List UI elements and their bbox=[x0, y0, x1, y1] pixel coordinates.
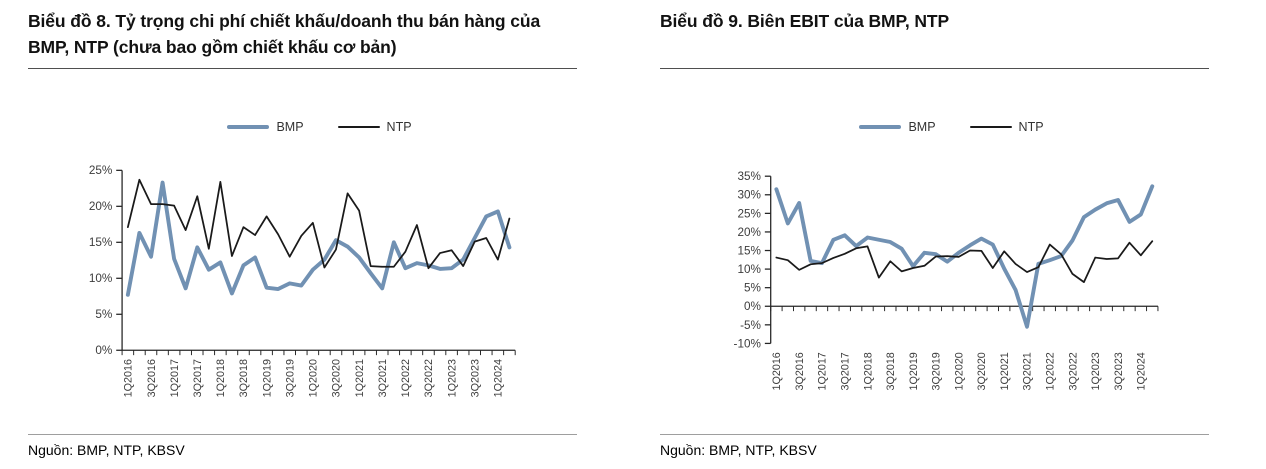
x-tick-label: 1Q2023 bbox=[446, 359, 458, 397]
y-tick-label: 20% bbox=[89, 200, 112, 213]
y-tick-label: 30% bbox=[737, 188, 760, 201]
x-tick-label: 3Q2020 bbox=[976, 352, 988, 390]
ntp-line-icon bbox=[969, 125, 1012, 128]
x-tick-label: 1Q2017 bbox=[169, 359, 181, 397]
chart-card-9: Biểu đồ 9. Biên EBIT của BMP, NTP BMP NT… bbox=[660, 8, 1209, 458]
x-tick-label: 1Q2018 bbox=[862, 352, 874, 390]
x-tick-label: 3Q2023 bbox=[1113, 352, 1125, 390]
x-tick-label: 3Q2021 bbox=[1022, 352, 1034, 390]
x-tick-label: 3Q2017 bbox=[192, 359, 204, 397]
x-tick-label: 1Q2023 bbox=[1090, 352, 1102, 390]
x-tick-label: 3Q2018 bbox=[885, 352, 897, 390]
x-tick-label: 3Q2016 bbox=[794, 352, 806, 390]
x-tick-label: 1Q2016 bbox=[123, 359, 135, 397]
x-tick-label: 1Q2021 bbox=[999, 352, 1011, 390]
x-tick-label: 1Q2019 bbox=[908, 352, 920, 390]
x-tick-label: 3Q2022 bbox=[423, 359, 435, 397]
y-tick-label: 20% bbox=[737, 225, 760, 238]
bmp-line-icon bbox=[859, 124, 902, 129]
y-tick-label: 25% bbox=[89, 164, 112, 177]
x-tick-label: 1Q2021 bbox=[354, 359, 366, 397]
y-tick-label: 5% bbox=[95, 308, 112, 321]
y-tick-label: 0% bbox=[744, 300, 761, 313]
chart-legend: BMP NTP bbox=[660, 119, 1209, 135]
chart-title: Biểu đồ 9. Biên EBIT của BMP, NTP bbox=[660, 8, 1209, 69]
x-tick-label: 1Q2020 bbox=[308, 359, 320, 397]
x-tick-label: 3Q2021 bbox=[377, 359, 389, 397]
series-line-ntp bbox=[775, 239, 1154, 283]
legend-item-bmp: BMP bbox=[227, 119, 304, 134]
y-tick-label: 0% bbox=[95, 344, 112, 357]
series-line-ntp bbox=[126, 178, 511, 269]
series-line-bmp bbox=[125, 180, 512, 297]
y-tick-label: 5% bbox=[744, 281, 761, 294]
legend-item-bmp: BMP bbox=[859, 119, 936, 134]
y-tick-label: 35% bbox=[737, 170, 760, 183]
x-tick-label: 3Q2016 bbox=[146, 359, 158, 397]
x-tick-label: 3Q2022 bbox=[1067, 352, 1079, 390]
legend-item-ntp: NTP bbox=[337, 119, 412, 134]
x-tick-label: 3Q2018 bbox=[238, 359, 250, 397]
source-text: Nguồn: BMP, NTP, KBSV bbox=[660, 434, 1209, 458]
y-tick-label: 10% bbox=[737, 263, 760, 276]
chart-title: Biểu đồ 8. Tỷ trọng chi phí chiết khấu/d… bbox=[28, 8, 577, 69]
y-tick-label: 10% bbox=[89, 272, 112, 285]
x-tick-label: 1Q2017 bbox=[817, 352, 829, 390]
x-tick-label: 1Q2022 bbox=[1045, 352, 1057, 390]
y-tick-label: -5% bbox=[740, 318, 761, 331]
ntp-line-icon bbox=[337, 125, 380, 128]
bmp-line-icon bbox=[227, 124, 270, 129]
legend-label: NTP bbox=[1018, 119, 1044, 134]
x-tick-label: 1Q2024 bbox=[493, 359, 505, 397]
y-tick-label: 15% bbox=[89, 236, 112, 249]
x-tick-label: 1Q2019 bbox=[261, 359, 273, 397]
report-figures-row: Biểu đồ 8. Tỷ trọng chi phí chiết khấu/d… bbox=[28, 8, 1209, 458]
x-tick-label: 3Q2019 bbox=[931, 352, 943, 390]
chart-legend: BMP NTP bbox=[28, 119, 577, 135]
legend-label: BMP bbox=[908, 119, 936, 134]
source-text: Nguồn: BMP, NTP, KBSV bbox=[28, 434, 577, 458]
series-line-bmp bbox=[774, 183, 1155, 329]
chart-canvas: 35% 30% 25% 20% 15% 10% 5% 0% -5% -10% 1Q2016 3Q201… bbox=[734, 170, 1159, 390]
x-tick-label: 3Q2019 bbox=[284, 359, 296, 397]
chart-card-8: Biểu đồ 8. Tỷ trọng chi phí chiết khấu/d… bbox=[28, 8, 577, 458]
legend-label: BMP bbox=[276, 119, 304, 134]
legend-label: NTP bbox=[386, 119, 412, 134]
x-tick-label: 3Q2023 bbox=[469, 359, 481, 397]
y-tick-label: 25% bbox=[737, 207, 760, 220]
y-tick-label: 15% bbox=[737, 244, 760, 257]
x-tick-label: 1Q2024 bbox=[1136, 352, 1148, 390]
x-tick-label: 1Q2020 bbox=[953, 352, 965, 390]
x-tick-label: 1Q2016 bbox=[771, 352, 783, 390]
y-tick-label: -10% bbox=[734, 337, 761, 350]
legend-item-ntp: NTP bbox=[969, 119, 1044, 134]
x-tick-label: 3Q2017 bbox=[840, 352, 852, 390]
chart-canvas: 25% 20% 15% 10% 5% 0% 1Q2016 3Q2016 1Q2017 3Q2017… bbox=[89, 164, 516, 397]
x-tick-label: 3Q2020 bbox=[331, 359, 343, 397]
x-tick-label: 1Q2022 bbox=[400, 359, 412, 397]
x-tick-label: 1Q2018 bbox=[215, 359, 227, 397]
